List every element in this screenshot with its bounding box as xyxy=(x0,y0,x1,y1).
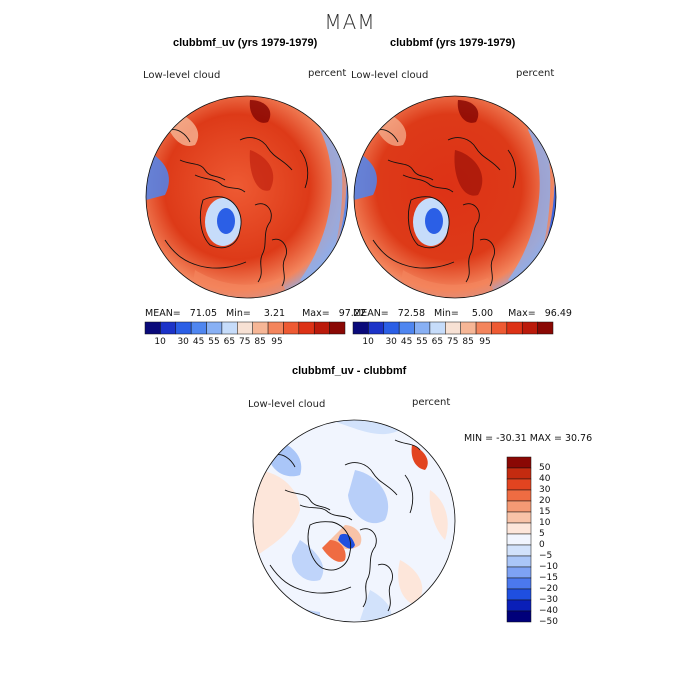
left-colorbar-ticks: 10 30 45 55 65 75 85 95 xyxy=(145,337,345,349)
right-colorbar-tick: 10 xyxy=(362,337,374,347)
diff-colorbar-box xyxy=(506,511,532,524)
left-colorbar-tick: 85 xyxy=(254,337,266,347)
left-min-label: Min= xyxy=(226,308,251,319)
diff-colorbar-box xyxy=(506,599,532,612)
left-variable-label: Low-level cloud xyxy=(143,70,221,81)
left-max-label: Max= xyxy=(302,308,330,319)
diff-colorbar-tick: 20 xyxy=(539,495,551,506)
diff-colorbar-box xyxy=(506,522,532,535)
diff-colorbar-tick: 30 xyxy=(539,484,551,495)
right-colorbar xyxy=(352,321,554,335)
diff-colorbar-tick: 10 xyxy=(539,517,551,528)
diff-coastlines xyxy=(269,439,421,612)
right-mean-label: MEAN= xyxy=(353,308,389,319)
diff-map-field xyxy=(253,420,455,622)
right-min-label: Min= xyxy=(434,308,459,319)
diff-colorbar xyxy=(506,456,532,623)
diff-colorbar-box xyxy=(506,544,532,557)
right-units-label: percent xyxy=(516,68,555,79)
diff-colorbar-box xyxy=(506,467,532,480)
left-panel-title: clubbmf_uv (yrs 1979-1979) xyxy=(173,37,318,49)
right-mean-value: 72.58 xyxy=(397,308,425,319)
diff-colorbar-tick: 0 xyxy=(539,539,545,550)
right-map-field xyxy=(354,96,556,298)
diff-colorbar-box xyxy=(506,555,532,568)
right-coastlines xyxy=(372,129,517,287)
right-map-border xyxy=(353,95,557,299)
right-variable-label: Low-level cloud xyxy=(351,70,429,81)
diff-colorbar-box xyxy=(506,577,532,590)
right-max-label: Max= xyxy=(508,308,536,319)
right-stats: MEAN= 72.58 Min= 5.00 Max= 96.49 xyxy=(353,308,572,319)
right-colorbar-ticks: 10 30 45 55 65 75 85 95 xyxy=(353,337,553,349)
diff-stats: MIN = -30.31 MAX = 30.76 xyxy=(464,433,593,444)
diff-colorbar-box xyxy=(506,478,532,491)
left-min-value: 3.21 xyxy=(263,308,286,319)
diff-colorbar-tick: −50 xyxy=(539,616,558,627)
left-units-label: percent xyxy=(308,68,347,79)
right-colorbar-tick: 95 xyxy=(479,337,491,347)
left-stats: MEAN= 71.05 Min= 3.21 Max= 97.22 xyxy=(145,308,366,319)
right-colorbar-tick: 55 xyxy=(416,337,428,347)
diff-colorbar-tick: −15 xyxy=(539,572,558,583)
diff-colorbar-tick: 50 xyxy=(539,462,551,473)
left-colorbar-tick: 45 xyxy=(192,337,205,347)
season-title: MAM xyxy=(324,10,376,34)
diff-colorbar-tick: −10 xyxy=(539,561,558,572)
diff-panel-title: clubbmf_uv - clubbmf xyxy=(292,365,407,377)
diff-colorbar-box xyxy=(506,489,532,502)
diff-units-label: percent xyxy=(412,397,451,408)
diff-colorbar-box xyxy=(506,588,532,601)
left-mean-value: 71.05 xyxy=(189,308,217,319)
diff-colorbar-box xyxy=(506,533,532,546)
left-colorbar-tick: 30 xyxy=(177,337,189,347)
right-colorbar-tick: 65 xyxy=(431,337,444,347)
right-panel-title: clubbmf (yrs 1979-1979) xyxy=(390,37,516,49)
diff-colorbar-tick: −5 xyxy=(539,550,553,561)
right-colorbar-tick: 45 xyxy=(400,337,413,347)
right-colorbar-tick: 75 xyxy=(447,337,459,347)
diff-colorbar-tick: −40 xyxy=(539,605,558,616)
left-max-value: 97.22 xyxy=(338,308,366,319)
left-colorbar-tick: 95 xyxy=(271,337,283,347)
diff-colorbar-ticks: 50 40 30 20 15 10 5 0 −5 −10 −15 −20 −30 −40 −50 xyxy=(539,457,579,627)
diff-colorbar-box xyxy=(506,610,532,623)
left-mean-label: MEAN= xyxy=(145,308,181,319)
left-map-border xyxy=(145,95,349,299)
left-colorbar-box xyxy=(329,321,346,335)
left-colorbar-tick: 55 xyxy=(208,337,220,347)
diff-colorbar-tick: −30 xyxy=(539,594,558,605)
diff-colorbar-box xyxy=(506,500,532,513)
right-colorbar-box xyxy=(537,321,554,335)
diff-colorbar-tick: 5 xyxy=(539,528,545,539)
diff-colorbar-tick: 15 xyxy=(539,506,551,517)
diff-colorbar-box xyxy=(506,566,532,579)
right-colorbar-tick: 30 xyxy=(385,337,397,347)
left-colorbar-tick: 75 xyxy=(239,337,251,347)
diff-map-border xyxy=(252,419,456,623)
left-colorbar-tick: 65 xyxy=(223,337,236,347)
diff-variable-label: Low-level cloud xyxy=(248,399,326,410)
left-colorbar xyxy=(144,321,346,335)
right-colorbar-tick: 85 xyxy=(462,337,474,347)
diff-colorbar-box xyxy=(506,456,532,469)
right-max-value: 96.49 xyxy=(544,308,572,319)
right-min-value: 5.00 xyxy=(471,308,494,319)
diff-colorbar-tick: −20 xyxy=(539,583,558,594)
diff-colorbar-tick: 40 xyxy=(539,473,551,484)
left-colorbar-tick: 10 xyxy=(154,337,166,347)
